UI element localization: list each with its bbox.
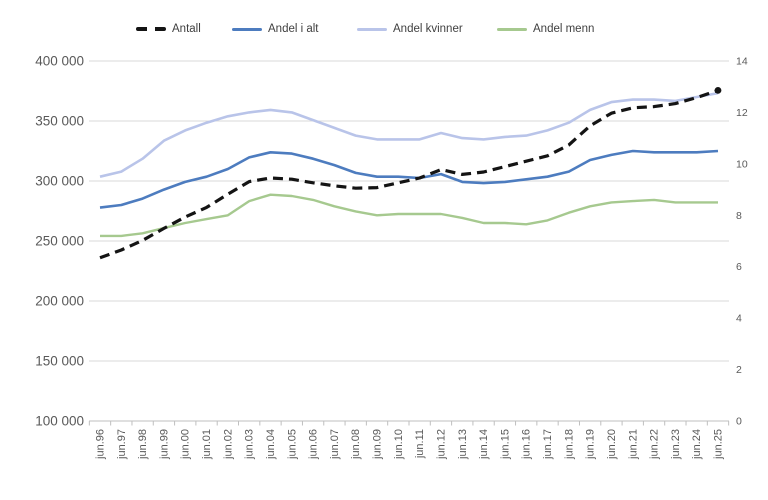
chart-legend: Antall Andel i alt Andel kvinner Andel m… [0,0,768,46]
legend-label: Andel kvinner [393,23,463,35]
x-axis-label: jun.12 [435,429,447,460]
right-axis-label: 2 [736,364,742,376]
left-axis-label: 200 000 [35,294,84,309]
legend-line-swatch [497,27,527,31]
legend-label: Antall [172,23,201,35]
left-axis-label: 300 000 [35,174,84,189]
x-axis-label: jun.15 [499,429,511,460]
right-axis-label: 12 [736,107,748,119]
left-axis-label: 150 000 [35,354,84,369]
x-axis-label: jun.06 [308,429,320,460]
x-axis-label: jun.25 [712,429,724,460]
x-axis-label: jun.98 [137,429,149,460]
left-axis-label: 400 000 [35,54,84,69]
x-axis-label: jun.22 [649,429,661,460]
x-axis-label: jun.18 [563,429,575,460]
x-axis-label: jun.13 [457,429,469,460]
legend-item-antall: Antall [136,23,201,35]
legend-label: Andel i alt [268,23,319,35]
x-axis-label: jun.16 [521,429,533,460]
right-axis-label: 4 [736,313,742,325]
x-axis-label: jun.01 [201,429,213,460]
right-axis-label: 8 [736,210,742,222]
legend-dashed-line-swatch [136,27,166,31]
legend-line-swatch [357,27,387,31]
right-axis-label: 10 [736,158,748,170]
x-axis-label: jun.97 [116,429,128,460]
legend-line-swatch [232,27,262,31]
x-axis-label: jun.04 [265,429,277,460]
right-axis-label: 14 [736,56,748,68]
x-axis-label: jun.00 [180,429,192,460]
x-axis-label: jun.17 [542,429,554,460]
legend-label: Andel menn [533,23,595,35]
x-axis-label: jun.20 [606,429,618,460]
x-axis-label: jun.07 [329,429,341,460]
x-axis-label: jun.09 [372,429,384,460]
x-axis-label: jun.05 [286,429,298,460]
x-axis-label: jun.10 [393,429,405,460]
x-axis-label: jun.11 [414,429,426,459]
legend-item-andel-kvinner: Andel kvinner [357,23,463,35]
x-axis-label: jun.99 [158,429,170,460]
x-axis-label: jun.02 [222,429,234,460]
series-line-andel-menn [100,193,718,238]
right-axis-label: 0 [736,416,742,428]
left-axis-label: 100 000 [35,414,84,429]
series-line-andel-i-alt [99,149,719,209]
series-end-dot-antall [714,87,722,94]
legend-item-andel-i-alt: Andel i alt [232,23,319,35]
left-axis-label: 250 000 [35,234,84,249]
series-line-antall [99,88,719,260]
x-axis-label: jun.23 [670,429,682,460]
legend-item-andel-menn: Andel menn [497,23,594,35]
series-line-andel-kvinner [99,91,719,178]
x-axis-label: jun.08 [350,429,362,460]
x-axis-label: jun.03 [244,429,256,460]
left-axis-label: 350 000 [35,114,84,129]
x-axis-label: jun.24 [691,429,703,460]
x-axis-label: jun.14 [478,429,490,460]
right-axis-label: 6 [736,261,742,273]
x-axis-label: jun.96 [95,429,107,460]
x-axis-label: jun.19 [585,429,597,460]
x-axis-label: jun.21 [627,429,639,460]
